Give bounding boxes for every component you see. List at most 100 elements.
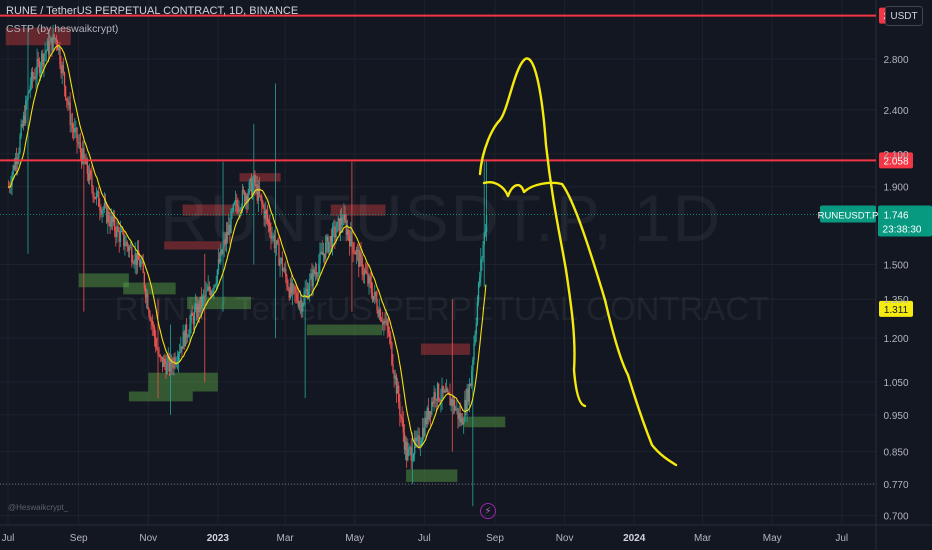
candle-body	[207, 286, 209, 291]
supply-zone	[420, 343, 470, 355]
candle-body	[104, 203, 107, 205]
candle-body	[250, 178, 253, 195]
candle-body	[92, 186, 94, 197]
last-price-label: 1.746	[883, 211, 908, 222]
candle-body	[177, 354, 180, 362]
candle-body	[240, 206, 242, 211]
candle-body	[414, 437, 416, 455]
candle-body	[424, 417, 426, 436]
candle-body	[256, 184, 258, 201]
candle-body	[43, 54, 45, 66]
candle-body	[65, 86, 67, 99]
candle-body	[141, 261, 143, 263]
candle-body	[282, 270, 285, 272]
candle-body	[200, 296, 203, 308]
candle-body	[153, 327, 156, 338]
candle-body	[341, 217, 343, 225]
candle-body	[471, 371, 473, 386]
x-tick-label: Jul	[418, 533, 431, 544]
candle-body	[254, 175, 256, 187]
candle-body	[391, 342, 393, 365]
indicator-legend[interactable]: CSTP (by heswaikcrypt)	[6, 23, 119, 35]
candle-body	[323, 253, 326, 259]
candle-body	[176, 361, 179, 363]
candle-body	[481, 257, 483, 260]
candle-body	[328, 241, 330, 253]
candle-body	[55, 38, 58, 42]
candle-body	[25, 100, 27, 124]
candle-body	[144, 287, 147, 298]
ma-value-label-bg	[879, 300, 913, 317]
candle-body	[253, 175, 255, 184]
candle-body	[418, 435, 420, 447]
candle-body	[357, 249, 359, 251]
candle-body	[36, 59, 38, 76]
candle-body	[399, 402, 401, 416]
candle-body	[278, 243, 280, 266]
candle-body	[88, 170, 91, 181]
candle-body	[116, 226, 118, 237]
candle-body	[44, 52, 46, 55]
candle-body	[188, 334, 190, 337]
candle-body	[224, 239, 227, 245]
candle-body	[369, 276, 371, 282]
candle-body	[133, 263, 135, 265]
candle-body	[122, 230, 124, 232]
candle-body	[374, 292, 376, 296]
candle-body	[346, 229, 349, 235]
candle-body	[483, 232, 485, 246]
candle-body	[174, 357, 176, 365]
candle-body	[163, 358, 165, 367]
candle-body	[461, 418, 464, 425]
candle-body	[277, 240, 279, 244]
candle-body	[74, 128, 76, 133]
candle-body	[459, 413, 461, 423]
candle-body	[398, 385, 400, 403]
candle-body	[451, 399, 453, 406]
candle-body	[449, 393, 451, 406]
candle-body	[343, 214, 345, 225]
projection-drawing	[482, 181, 678, 467]
candle-body	[248, 181, 250, 194]
candle-body	[27, 92, 29, 101]
candle-body	[237, 205, 239, 212]
symbol-label: RUNEUSDT.P	[818, 211, 879, 222]
candle-body	[441, 385, 443, 400]
candle-body	[101, 209, 103, 215]
candle-body	[34, 76, 36, 79]
candle-body	[337, 218, 339, 222]
candle-body	[310, 273, 312, 279]
candle-body	[484, 231, 487, 233]
candle-body	[52, 34, 54, 51]
candle-body	[384, 320, 386, 323]
candle-body	[165, 363, 167, 374]
candle-body	[258, 187, 261, 196]
candle-body	[68, 102, 70, 105]
candle-body	[355, 249, 358, 255]
candle-body	[280, 258, 282, 261]
candle-body	[450, 399, 452, 406]
candle-body	[14, 158, 17, 170]
y-tick-label: 2.800	[883, 55, 908, 66]
candle-body	[135, 253, 138, 265]
candle-body	[158, 354, 160, 356]
x-tick-label: Jul	[835, 533, 848, 544]
candle-body	[345, 220, 347, 235]
candle-body	[255, 184, 257, 187]
y-tick-label: 2.400	[883, 106, 908, 117]
candle-body	[112, 216, 115, 223]
candle-body	[285, 268, 287, 277]
candle-body	[302, 304, 304, 312]
candle-body	[303, 293, 305, 305]
candle-body	[479, 276, 481, 284]
candle-body	[431, 401, 433, 415]
lightning-icon[interactable]: ⚡	[480, 503, 496, 519]
candle-body	[351, 231, 353, 243]
candle-body	[347, 229, 350, 237]
candle-body	[216, 269, 219, 283]
currency-button[interactable]: USDT	[885, 6, 923, 26]
candle-body	[318, 263, 320, 276]
candle-body	[297, 300, 300, 307]
candle-body	[290, 283, 293, 294]
